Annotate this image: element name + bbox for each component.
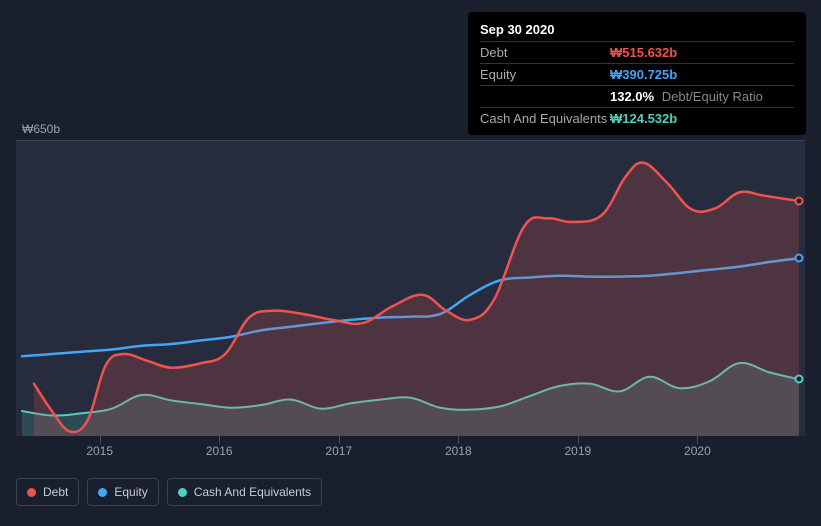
tooltip-label: Debt: [480, 45, 610, 60]
tooltip-label: Equity: [480, 67, 610, 82]
x-tick-mark: [578, 436, 579, 444]
x-tick-label: 2020: [684, 444, 711, 458]
series-end-marker: [795, 197, 804, 206]
tooltip-row-equity: Equity ₩390.725b: [480, 63, 794, 85]
legend-label: Debt: [43, 485, 68, 499]
tooltip-label: Cash And Equivalents: [480, 111, 610, 126]
tooltip-label: [480, 89, 610, 104]
y-axis-max-label: ₩650b: [22, 122, 60, 136]
series-end-marker: [795, 254, 804, 263]
x-tick-label: 2016: [206, 444, 233, 458]
x-tick-label: 2018: [445, 444, 472, 458]
legend-dot-icon: [27, 488, 36, 497]
legend-dot-icon: [178, 488, 187, 497]
x-tick-label: 2019: [565, 444, 592, 458]
tooltip-value: ₩390.725b: [610, 67, 677, 82]
chart-svg: [16, 140, 805, 436]
x-tick-label: 2017: [325, 444, 352, 458]
tooltip-value: ₩515.632b: [610, 45, 677, 60]
tooltip-value: ₩124.532b: [610, 111, 677, 126]
legend-item-equity[interactable]: Equity: [87, 478, 158, 506]
chart-tooltip: Sep 30 2020 Debt ₩515.632b Equity ₩390.7…: [468, 12, 806, 135]
x-axis: 2015 2016 2017 2018 2019 2020: [16, 444, 805, 464]
tooltip-row-debt: Debt ₩515.632b: [480, 41, 794, 63]
ratio-value: 132.0%: [610, 89, 654, 104]
tooltip-row-ratio: 132.0% Debt/Equity Ratio: [480, 85, 794, 107]
legend-label: Cash And Equivalents: [194, 485, 311, 499]
tooltip-date: Sep 30 2020: [480, 18, 794, 41]
tooltip-row-cash: Cash And Equivalents ₩124.532b: [480, 107, 794, 129]
x-tick-mark: [219, 436, 220, 444]
legend: Debt Equity Cash And Equivalents: [16, 478, 322, 506]
x-tick-label: 2015: [86, 444, 113, 458]
x-tick-mark: [339, 436, 340, 444]
x-tick-mark: [100, 436, 101, 444]
tooltip-value: 132.0% Debt/Equity Ratio: [610, 89, 763, 104]
x-tick-mark: [697, 436, 698, 444]
legend-label: Equity: [114, 485, 147, 499]
legend-item-cash[interactable]: Cash And Equivalents: [167, 478, 322, 506]
series-end-marker: [795, 375, 804, 384]
x-tick-mark: [458, 436, 459, 444]
legend-item-debt[interactable]: Debt: [16, 478, 79, 506]
ratio-suffix: Debt/Equity Ratio: [662, 89, 763, 104]
legend-dot-icon: [98, 488, 107, 497]
